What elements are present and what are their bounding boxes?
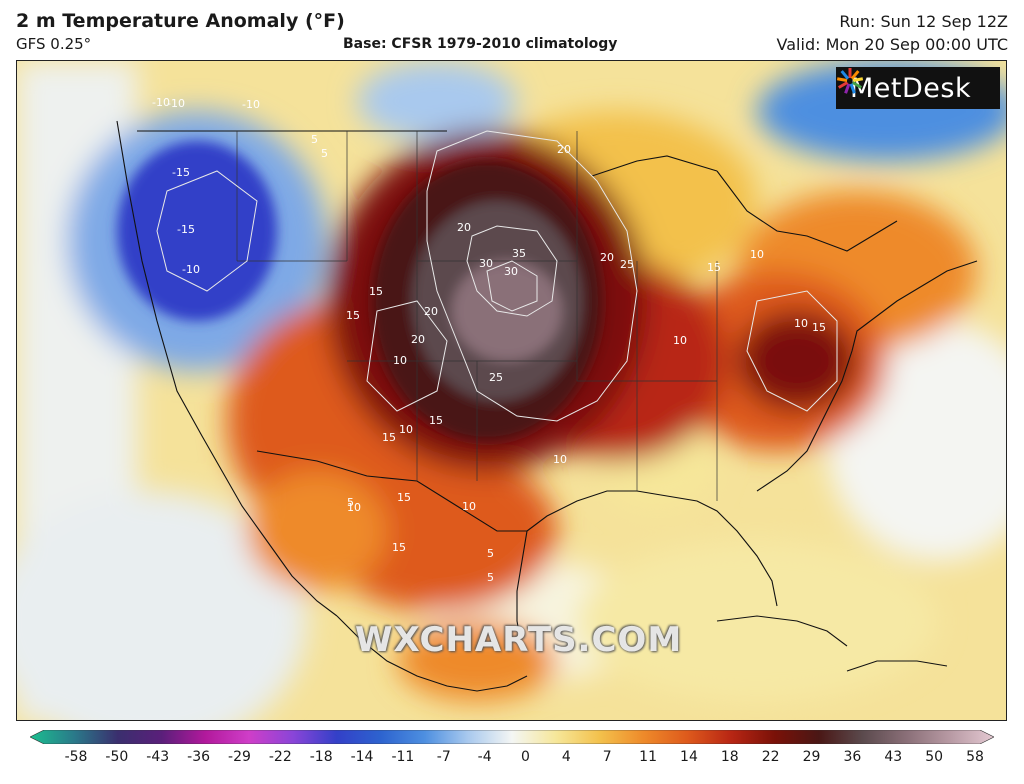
metdesk-logo-text: MetDesk [850,72,972,104]
contour-value-label: 5 [347,496,354,509]
colorbar-tick-label: 11 [639,749,657,765]
contour-value-label: 10 [794,317,808,330]
contour-value-label: 15 [346,309,360,322]
colorbar-tick-label: 4 [561,749,571,765]
contour-value-label: 15 [397,491,411,504]
colorbar-tick-label: 0 [521,749,530,765]
coastline-borders [116,120,978,692]
contour-value-label: -10 [167,97,185,110]
colorbar-tick-label: -29 [228,749,251,765]
colorbar-tick-label: 36 [843,749,862,765]
contour-value-label: 35 [512,247,526,260]
colorbar-tick-label: -22 [268,749,292,765]
colorbar [30,730,994,744]
anomaly-field [17,61,1006,720]
colorbar-tick-label: -50 [105,749,129,765]
contour-value-label: 15 [812,321,826,334]
colorbar-tick-label: -58 [64,749,88,765]
wxcharts-watermark: WXCHARTS.COM [355,620,683,660]
contour-value-label: 10 [393,354,407,367]
chart-header: 2 m Temperature Anomaly (°F) GFS 0.25° B… [0,0,1024,60]
contour-value-label: 10 [462,500,476,513]
metdesk-logo-icon [836,68,864,94]
contour-value-label: 5 [487,547,494,560]
contour-value-label: -10 [152,96,170,109]
contour-value-label: 15 [392,541,406,554]
contour-value-label: 20 [424,305,438,318]
colorbar-tick-label: 14 [680,749,698,765]
chart-title: 2 m Temperature Anomaly (°F) [16,10,345,32]
model-label: GFS 0.25° [16,35,92,53]
contour-value-label: -10 [182,263,200,276]
colorbar-tick-label: -4 [477,749,492,765]
contour-value-label: 20 [457,221,471,234]
contour-value-label: 20 [557,143,571,156]
climatology-base-label: Base: CFSR 1979-2010 climatology [343,36,618,52]
contour-value-label: -15 [172,166,190,179]
contour-value-label: 10 [750,248,764,261]
contour-value-label: 25 [620,258,634,271]
colorbar-tick-label: 29 [802,749,821,765]
metdesk-logo: MetDesk [836,67,1000,109]
colorbar-tick-label: -14 [350,749,374,765]
contour-value-label: 20 [600,251,614,264]
colorbar-tick-label: -7 [436,749,451,765]
state-borders [236,131,718,501]
colorbar-tick-labels: -58 -50 -43 -36 -29 -22 -18 -14 -11 -7 -4 0 4 7 11 14 18… [0,749,1024,771]
colorbar-tick-label: -36 [187,749,211,765]
contour-value-label: 15 [429,414,443,427]
colorbar-tick-label: 43 [884,749,903,765]
contour-value-label: -10 [242,98,260,111]
anomaly-map: -10 -10 -10 -15 -15 -10 5 5 20 20 30 20 35 30 25 15 15 20… [16,60,1007,721]
colorbar-tick-label: 22 [761,749,780,765]
colorbar-tick-label: 7 [602,749,612,765]
contour-value-label: 15 [369,285,383,298]
valid-time-label: Valid: Mon 20 Sep 00:00 UTC [776,35,1008,54]
contour-value-label: 5 [311,133,318,146]
contour-value-label: 5 [487,571,494,584]
colorbar-tick-label: -18 [309,749,333,765]
colorbar-tick-label: 50 [925,749,944,765]
contour-value-label: 20 [411,333,425,346]
contour-value-label: -15 [177,223,195,236]
contour-value-label: 15 [382,431,396,444]
run-time-label: Run: Sun 12 Sep 12Z [839,12,1008,31]
contour-value-label: 5 [321,147,328,160]
colorbar-tick-label: -11 [391,749,415,765]
contour-value-label: 25 [489,371,503,384]
contour-lines [156,130,838,422]
contour-value-label: 30 [504,265,518,278]
contour-value-label: 15 [707,261,721,274]
colorbar-tick-label: 58 [966,749,984,765]
contour-value-label: 10 [347,501,361,514]
contour-value-label: 10 [553,453,567,466]
contour-value-label: 10 [399,423,413,436]
contour-value-label: 30 [479,257,493,270]
colorbar-tick-label: 18 [720,749,739,765]
contour-value-label: 10 [673,334,687,347]
colorbar-tick-label: -43 [146,749,170,765]
